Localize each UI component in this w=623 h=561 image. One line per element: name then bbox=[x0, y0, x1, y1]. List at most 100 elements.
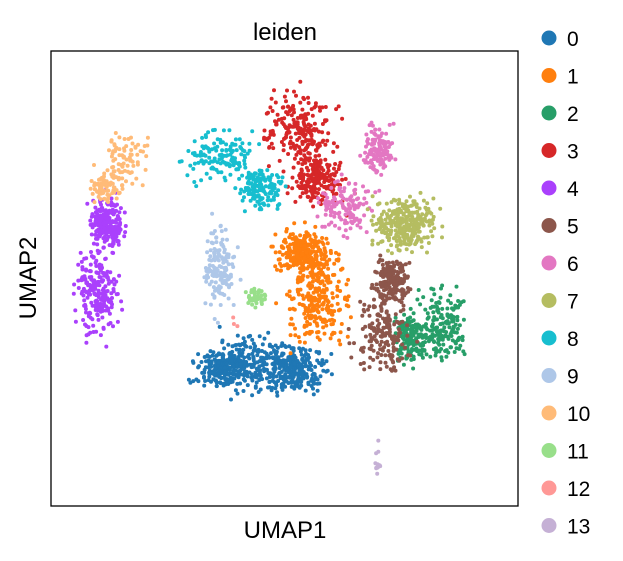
data-point bbox=[329, 352, 334, 356]
data-point bbox=[391, 345, 396, 350]
legend-label: 7 bbox=[567, 291, 579, 314]
data-point bbox=[209, 279, 214, 284]
data-point bbox=[436, 337, 441, 342]
data-point bbox=[347, 341, 352, 346]
data-point bbox=[314, 127, 319, 132]
data-point bbox=[117, 217, 122, 222]
data-point bbox=[327, 179, 332, 183]
data-point bbox=[330, 291, 335, 296]
data-point bbox=[82, 256, 87, 261]
data-point bbox=[282, 94, 287, 99]
data-point bbox=[251, 187, 256, 192]
data-point bbox=[118, 227, 123, 232]
data-point bbox=[419, 352, 424, 357]
data-point bbox=[385, 321, 390, 325]
data-point bbox=[271, 367, 276, 371]
data-point bbox=[390, 367, 395, 372]
data-point bbox=[325, 162, 330, 167]
data-point bbox=[212, 158, 217, 163]
data-point bbox=[307, 364, 312, 369]
data-point bbox=[87, 289, 92, 294]
data-point bbox=[288, 145, 293, 150]
data-point bbox=[286, 356, 291, 361]
data-point bbox=[299, 376, 304, 381]
data-point bbox=[111, 324, 115, 329]
data-point bbox=[374, 465, 379, 470]
data-point bbox=[365, 139, 370, 144]
data-point bbox=[346, 327, 351, 331]
data-point bbox=[112, 209, 117, 214]
data-point bbox=[234, 161, 239, 165]
data-point bbox=[192, 161, 197, 166]
data-point bbox=[369, 129, 374, 134]
data-point bbox=[320, 122, 325, 126]
data-point bbox=[417, 229, 422, 234]
data-point bbox=[287, 307, 292, 312]
data-point bbox=[306, 128, 311, 133]
data-point bbox=[396, 201, 401, 206]
data-point bbox=[300, 132, 305, 137]
data-point bbox=[306, 309, 311, 314]
data-point bbox=[438, 328, 443, 333]
data-point bbox=[316, 196, 320, 201]
data-point bbox=[274, 301, 279, 306]
data-point bbox=[319, 317, 324, 322]
data-point bbox=[384, 131, 389, 136]
data-point bbox=[324, 294, 328, 299]
data-point bbox=[310, 376, 315, 381]
data-point bbox=[79, 259, 84, 264]
data-point bbox=[358, 299, 363, 304]
data-point bbox=[225, 378, 230, 382]
data-point bbox=[208, 248, 213, 253]
data-point bbox=[384, 201, 389, 206]
data-point bbox=[313, 314, 318, 319]
data-point bbox=[293, 333, 298, 338]
data-point bbox=[411, 199, 416, 204]
data-point bbox=[290, 175, 295, 180]
data-point bbox=[367, 365, 372, 370]
data-point bbox=[211, 128, 215, 133]
data-point bbox=[346, 181, 351, 186]
data-point bbox=[218, 277, 223, 282]
data-point bbox=[371, 357, 376, 362]
data-point bbox=[374, 228, 379, 233]
data-point bbox=[254, 367, 259, 371]
data-point bbox=[235, 333, 240, 338]
data-point bbox=[384, 364, 389, 369]
data-point bbox=[267, 379, 272, 384]
data-point bbox=[280, 252, 285, 257]
data-point bbox=[212, 247, 217, 251]
data-point bbox=[279, 369, 284, 374]
data-point bbox=[332, 201, 337, 206]
data-point bbox=[457, 323, 462, 328]
data-point bbox=[294, 179, 299, 184]
data-point bbox=[105, 168, 110, 173]
data-point bbox=[119, 299, 124, 304]
data-point bbox=[192, 139, 197, 144]
data-point bbox=[245, 151, 250, 156]
data-point bbox=[327, 318, 332, 323]
data-point bbox=[228, 172, 233, 177]
data-point bbox=[430, 221, 435, 226]
data-point bbox=[332, 210, 337, 215]
data-point bbox=[311, 290, 316, 295]
data-point bbox=[211, 274, 216, 278]
data-point bbox=[216, 351, 221, 356]
data-point bbox=[397, 298, 402, 303]
data-point bbox=[414, 328, 419, 333]
data-point bbox=[279, 140, 284, 144]
data-point bbox=[95, 302, 99, 307]
data-point bbox=[76, 278, 81, 283]
data-point bbox=[340, 177, 345, 182]
data-point bbox=[405, 337, 410, 342]
data-point bbox=[308, 348, 313, 353]
data-point bbox=[90, 212, 95, 217]
data-point bbox=[308, 263, 313, 268]
data-point bbox=[284, 132, 289, 137]
data-point bbox=[92, 278, 97, 283]
data-point bbox=[349, 219, 354, 224]
data-point bbox=[371, 327, 376, 332]
legend-marker bbox=[541, 293, 557, 308]
data-point bbox=[394, 284, 399, 288]
data-point bbox=[85, 201, 90, 206]
